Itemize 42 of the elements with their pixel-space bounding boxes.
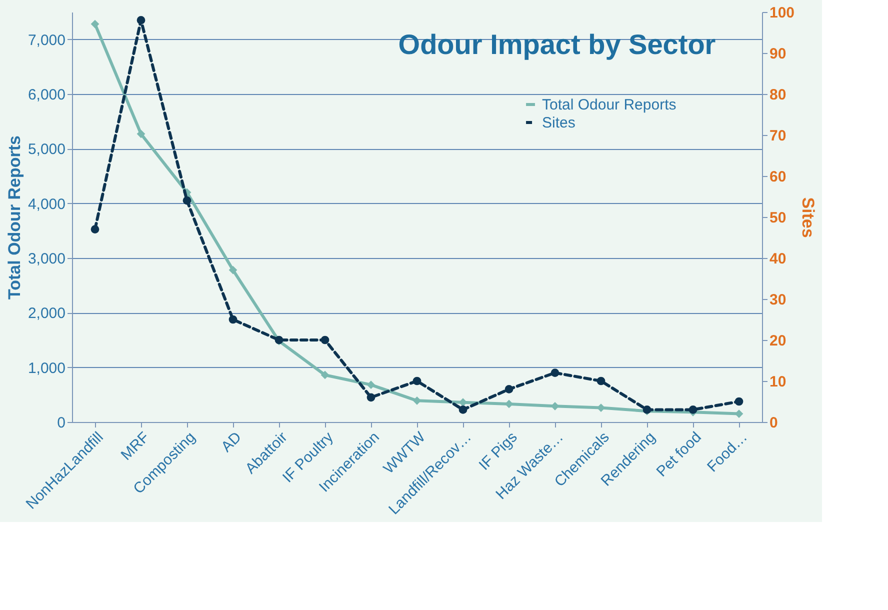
point [228, 266, 238, 274]
y-tick-label: 5,000 [28, 141, 66, 158]
y-tick-label: 4,000 [28, 196, 66, 213]
x-tick-label: AD [218, 428, 245, 456]
y2-tick-label: 10 [770, 374, 786, 390]
y2-axis-title: Sites [798, 197, 818, 238]
point [136, 130, 146, 138]
point [550, 368, 560, 377]
legend-label: Total Odour Reports [542, 96, 676, 114]
y2-tick-label: 20 [770, 332, 786, 350]
point [182, 196, 192, 205]
y2-tick-label: 50 [770, 210, 786, 226]
point [90, 20, 100, 28]
y2-tick-label: 0 [770, 414, 778, 432]
y2-tick-label: 70 [770, 128, 786, 144]
y2-tick-label: 30 [770, 292, 786, 308]
point [412, 376, 422, 386]
y-tick-label: 6,000 [28, 86, 66, 104]
legend-label: Sites [542, 114, 576, 132]
point [90, 225, 100, 234]
point [320, 370, 330, 380]
y-tick-label: 2,000 [28, 305, 66, 322]
point [688, 406, 698, 414]
point [228, 315, 238, 324]
y-tick-label: 3,000 [28, 250, 66, 268]
point [320, 336, 330, 344]
point [458, 406, 468, 414]
y-tick-label: 7,000 [28, 32, 66, 49]
y2-tick-label: 80 [770, 86, 786, 104]
point [734, 397, 744, 406]
y-tick-label: 1,000 [28, 360, 66, 377]
point [366, 393, 376, 402]
y2-tick-label: 60 [770, 168, 786, 186]
y2-tick-label: 100 [770, 4, 795, 22]
point [596, 376, 606, 386]
y-axis-title: Total Odour Reports [4, 135, 24, 300]
point [136, 16, 146, 24]
y-tick-label: 0 [57, 414, 66, 432]
y2-tick-label: 40 [770, 250, 786, 268]
point [504, 385, 514, 394]
point [366, 380, 376, 390]
y2-tick-label: 90 [770, 46, 786, 62]
